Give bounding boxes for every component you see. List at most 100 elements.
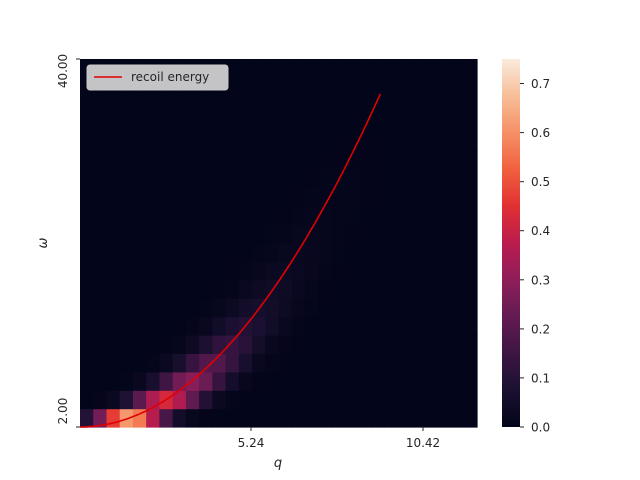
heatmap-cell [331, 243, 346, 262]
heatmap-cell [225, 59, 240, 78]
heatmap-cell [331, 114, 346, 134]
heatmap-cell [185, 279, 200, 299]
heatmap-cell [463, 261, 478, 281]
heatmap-cell [278, 316, 293, 336]
heatmap-cell [238, 132, 253, 152]
heatmap-cell [80, 261, 94, 281]
heatmap-cell [93, 371, 108, 391]
legend-label: recoil energy [131, 70, 209, 84]
heatmap-cell [304, 243, 319, 262]
heatmap-cell [172, 95, 187, 115]
heatmap-cell [159, 187, 174, 207]
heatmap-cell [450, 187, 465, 207]
heatmap-cell [212, 371, 227, 391]
heatmap-cell [93, 95, 108, 115]
heatmap-cell [424, 390, 438, 410]
heatmap-cell [371, 243, 385, 262]
heatmap-cell [172, 151, 187, 170]
heatmap-cell [185, 390, 200, 410]
heatmap-cell [371, 408, 385, 428]
heatmap-cell [304, 390, 319, 410]
heatmap-cell [132, 353, 147, 373]
heatmap-cell [159, 169, 174, 189]
heatmap-cell [344, 335, 359, 354]
heatmap-cell [384, 151, 399, 170]
heatmap-cell [132, 298, 147, 318]
heatmap-cell [119, 187, 134, 207]
heatmap-cell [146, 151, 160, 170]
heatmap-cell [304, 353, 319, 373]
heatmap-cell [106, 261, 121, 281]
heatmap-cell [424, 353, 438, 373]
heatmap-cell [397, 151, 412, 170]
heatmap-cell [384, 132, 399, 152]
heatmap-cell [410, 95, 425, 115]
heatmap-cell [146, 114, 160, 134]
heatmap-cell [132, 316, 147, 336]
colorbar-tick-label: 0.5 [531, 175, 550, 189]
heatmap-cell [463, 151, 478, 170]
heatmap-cell [437, 151, 452, 170]
heatmap-cell [106, 95, 121, 115]
heatmap-cell [424, 408, 438, 428]
heatmap-cell [437, 206, 452, 226]
heatmap-cell [291, 261, 306, 281]
heatmap-cell [225, 353, 240, 373]
heatmap-cell [437, 77, 452, 97]
heatmap-cell [225, 335, 240, 354]
heatmap-cell [199, 187, 213, 207]
heatmap-cell [331, 59, 346, 78]
heatmap-cell [357, 353, 372, 373]
heatmap-cell [384, 169, 399, 189]
heatmap-cell [93, 114, 108, 134]
heatmap-cell [265, 390, 280, 410]
heatmap-cell [318, 206, 333, 226]
heatmap-cell [357, 316, 372, 336]
heatmap-cell [384, 206, 399, 226]
heatmap-cell [93, 187, 108, 207]
heatmap-cell [424, 206, 438, 226]
heatmap-cell [344, 187, 359, 207]
heatmap-cell [265, 95, 280, 115]
heatmap-cell [278, 206, 293, 226]
heatmap-cell [371, 59, 385, 78]
heatmap-cell [384, 371, 399, 391]
heatmap-cell [463, 335, 478, 354]
heatmap-cell [238, 114, 253, 134]
heatmap-cell [357, 95, 372, 115]
heatmap-cell [318, 298, 333, 318]
heatmap-cell [424, 243, 438, 262]
heatmap-cell [463, 206, 478, 226]
heatmap-cell [304, 335, 319, 354]
heatmap-cell [437, 95, 452, 115]
heatmap-cell [265, 59, 280, 78]
heatmap-cell [172, 353, 187, 373]
heatmap-cell [238, 224, 253, 244]
heatmap-cell [331, 95, 346, 115]
heatmap-cell [291, 390, 306, 410]
heatmap-cells [80, 59, 478, 428]
heatmap-cell [410, 390, 425, 410]
heatmap-cell [410, 353, 425, 373]
heatmap-cell [252, 59, 266, 78]
heatmap-cell [437, 371, 452, 391]
heatmap-cell [424, 298, 438, 318]
heatmap-cell [159, 279, 174, 299]
heatmap-cell [265, 151, 280, 170]
heatmap-cell [146, 243, 160, 262]
heatmap-cell [318, 408, 333, 428]
heatmap-cell [278, 243, 293, 262]
heatmap-cell [106, 224, 121, 244]
heatmap-cell [450, 114, 465, 134]
heatmap-cell [344, 206, 359, 226]
heatmap-cell [106, 371, 121, 391]
heatmap-cell [304, 114, 319, 134]
heatmap-cell [185, 408, 200, 428]
colorbar-tick-label: 0.2 [531, 322, 550, 336]
heatmap-cell [384, 408, 399, 428]
heatmap-cell [424, 187, 438, 207]
heatmap-cell [159, 206, 174, 226]
heatmap-cell [252, 243, 266, 262]
heatmap-cell [291, 224, 306, 244]
heatmap-cell [371, 224, 385, 244]
